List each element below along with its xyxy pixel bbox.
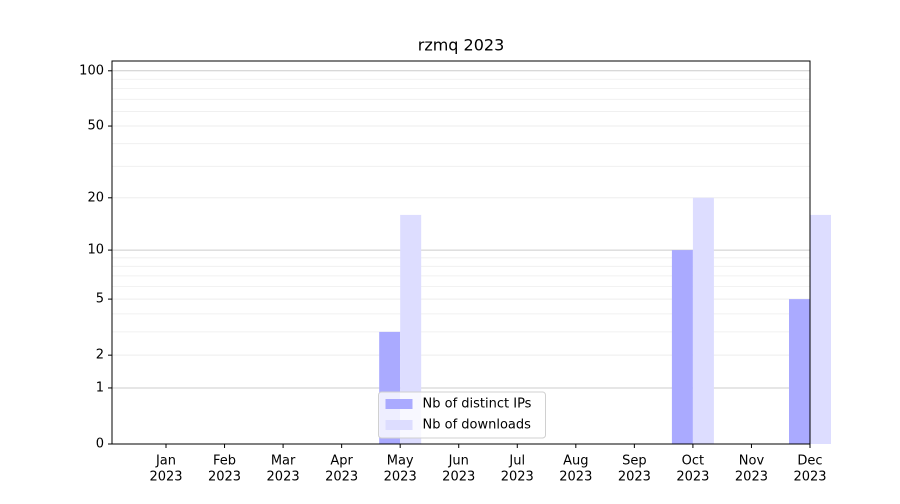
y-tick-label: 50 bbox=[87, 119, 104, 134]
x-tick-label: Sep bbox=[622, 454, 647, 469]
x-tick-label: May bbox=[387, 454, 414, 469]
x-tick-label: 2023 bbox=[559, 470, 592, 485]
x-tick-label: Mar bbox=[271, 454, 296, 469]
legend: Nb of distinct IPs Nb of downloads bbox=[378, 391, 546, 439]
x-tick-label: 2023 bbox=[267, 470, 300, 485]
bar bbox=[789, 299, 810, 444]
x-tick-label: 2023 bbox=[442, 470, 475, 485]
legend-box bbox=[378, 391, 546, 439]
x-tick-label: 2023 bbox=[384, 470, 417, 485]
x-tick-label: 2023 bbox=[735, 470, 768, 485]
legend-swatch bbox=[385, 420, 413, 430]
x-tick-label: Jan bbox=[155, 454, 176, 469]
y-tick-label: 5 bbox=[96, 292, 104, 307]
x-tick-label: 2023 bbox=[501, 470, 534, 485]
chart-title: rzmq 2023 bbox=[418, 36, 505, 55]
bar bbox=[400, 214, 422, 444]
x-tick-label: 2023 bbox=[149, 470, 182, 485]
y-tick-label: 10 bbox=[87, 243, 104, 258]
x-tick-label: Apr bbox=[330, 454, 353, 469]
bar bbox=[692, 197, 714, 444]
x-tick-label: Nov bbox=[739, 454, 765, 469]
x-tick-label: 2023 bbox=[618, 470, 651, 485]
bar bbox=[810, 214, 831, 444]
x-tick-label: Feb bbox=[213, 454, 236, 469]
y-tick-label: 1 bbox=[96, 380, 104, 395]
y-tick-label: 20 bbox=[87, 190, 104, 205]
legend-label: Nb of downloads bbox=[423, 418, 532, 433]
x-tick-label: Jun bbox=[448, 454, 469, 469]
x-tick-label: Aug bbox=[563, 454, 588, 469]
x-tick-label: 2023 bbox=[793, 470, 826, 485]
y-tick-label: 2 bbox=[96, 348, 104, 363]
x-tick-label: 2023 bbox=[325, 470, 358, 485]
x-tick-label: Oct bbox=[682, 454, 704, 469]
x-tick-label: 2023 bbox=[208, 470, 241, 485]
y-tick-label: 100 bbox=[79, 63, 104, 78]
legend-label: Nb of distinct IPs bbox=[423, 397, 532, 412]
plot-frame bbox=[111, 60, 811, 445]
x-tick-label: Jul bbox=[508, 454, 525, 469]
legend-swatch bbox=[385, 399, 413, 409]
bar bbox=[671, 250, 693, 444]
x-tick-label: Dec bbox=[797, 454, 822, 469]
x-tick-label: 2023 bbox=[676, 470, 709, 485]
y-tick-label: 0 bbox=[96, 437, 104, 452]
